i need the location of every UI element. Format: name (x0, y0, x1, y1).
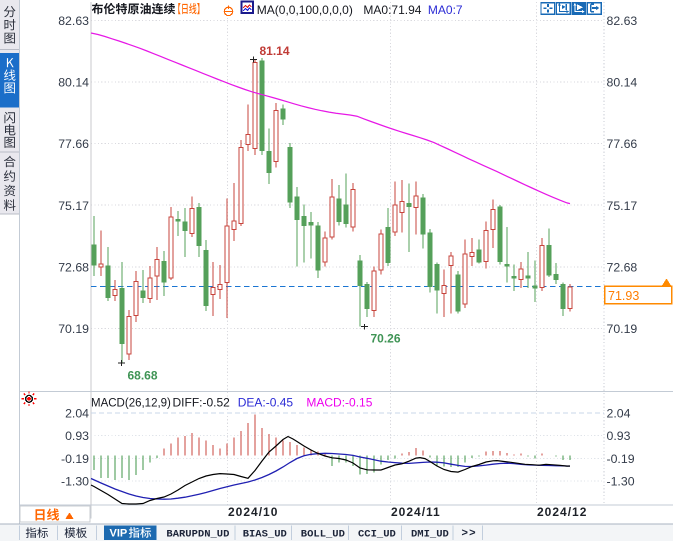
svg-text:77.66: 77.66 (607, 137, 638, 151)
svg-text:CCI_UD: CCI_UD (358, 529, 396, 541)
svg-text:MACD:-0.15: MACD:-0.15 (306, 396, 372, 410)
svg-text:MACD(26,12,9): MACD(26,12,9) (91, 398, 171, 410)
svg-text:2024/10: 2024/10 (228, 505, 278, 519)
svg-text:72.68: 72.68 (58, 260, 89, 274)
svg-text:77.66: 77.66 (58, 137, 89, 151)
svg-text:0.93: 0.93 (607, 429, 631, 443)
svg-text:-0.19: -0.19 (607, 452, 635, 466)
svg-text:2024/11: 2024/11 (391, 505, 441, 519)
svg-text:2.04: 2.04 (607, 407, 631, 421)
svg-text:VIP: VIP (110, 528, 128, 540)
svg-text:70.19: 70.19 (58, 322, 89, 336)
svg-text:-1.30: -1.30 (607, 475, 635, 489)
svg-text:75.17: 75.17 (58, 199, 89, 213)
svg-text:>>: >> (462, 527, 477, 539)
svg-text:70.26: 70.26 (371, 332, 401, 346)
svg-text:MA0:71.94: MA0:71.94 (363, 3, 421, 17)
svg-text:BARUPDN_UD: BARUPDN_UD (166, 529, 229, 541)
svg-text:BOLL_UD: BOLL_UD (301, 529, 345, 541)
svg-text:75.17: 75.17 (607, 199, 638, 213)
svg-text:DIFF:-0.52: DIFF:-0.52 (173, 396, 231, 410)
svg-text:72.68: 72.68 (607, 260, 638, 274)
svg-text:82.63: 82.63 (58, 14, 89, 28)
svg-text:2024/12: 2024/12 (537, 505, 587, 519)
svg-text:80.14: 80.14 (58, 76, 89, 90)
svg-text:2.04: 2.04 (65, 407, 89, 421)
svg-text:68.68: 68.68 (128, 369, 158, 383)
svg-text:-1.30: -1.30 (61, 475, 89, 489)
svg-text:DMI_UD: DMI_UD (411, 529, 449, 541)
svg-text:71.93: 71.93 (608, 289, 639, 303)
svg-text:MA0:7: MA0:7 (428, 3, 463, 17)
svg-text:81.14: 81.14 (260, 44, 290, 58)
svg-text:80.14: 80.14 (607, 76, 638, 90)
svg-text:BIAS_UD: BIAS_UD (243, 529, 287, 541)
svg-text:MA(0,0,100,0,0,0): MA(0,0,100,0,0,0) (257, 3, 353, 17)
svg-text:-0.19: -0.19 (61, 452, 89, 466)
svg-text:70.19: 70.19 (607, 322, 638, 336)
svg-text:0.93: 0.93 (65, 429, 89, 443)
svg-text:82.63: 82.63 (607, 14, 638, 28)
svg-text:DEA:-0.45: DEA:-0.45 (238, 396, 294, 410)
